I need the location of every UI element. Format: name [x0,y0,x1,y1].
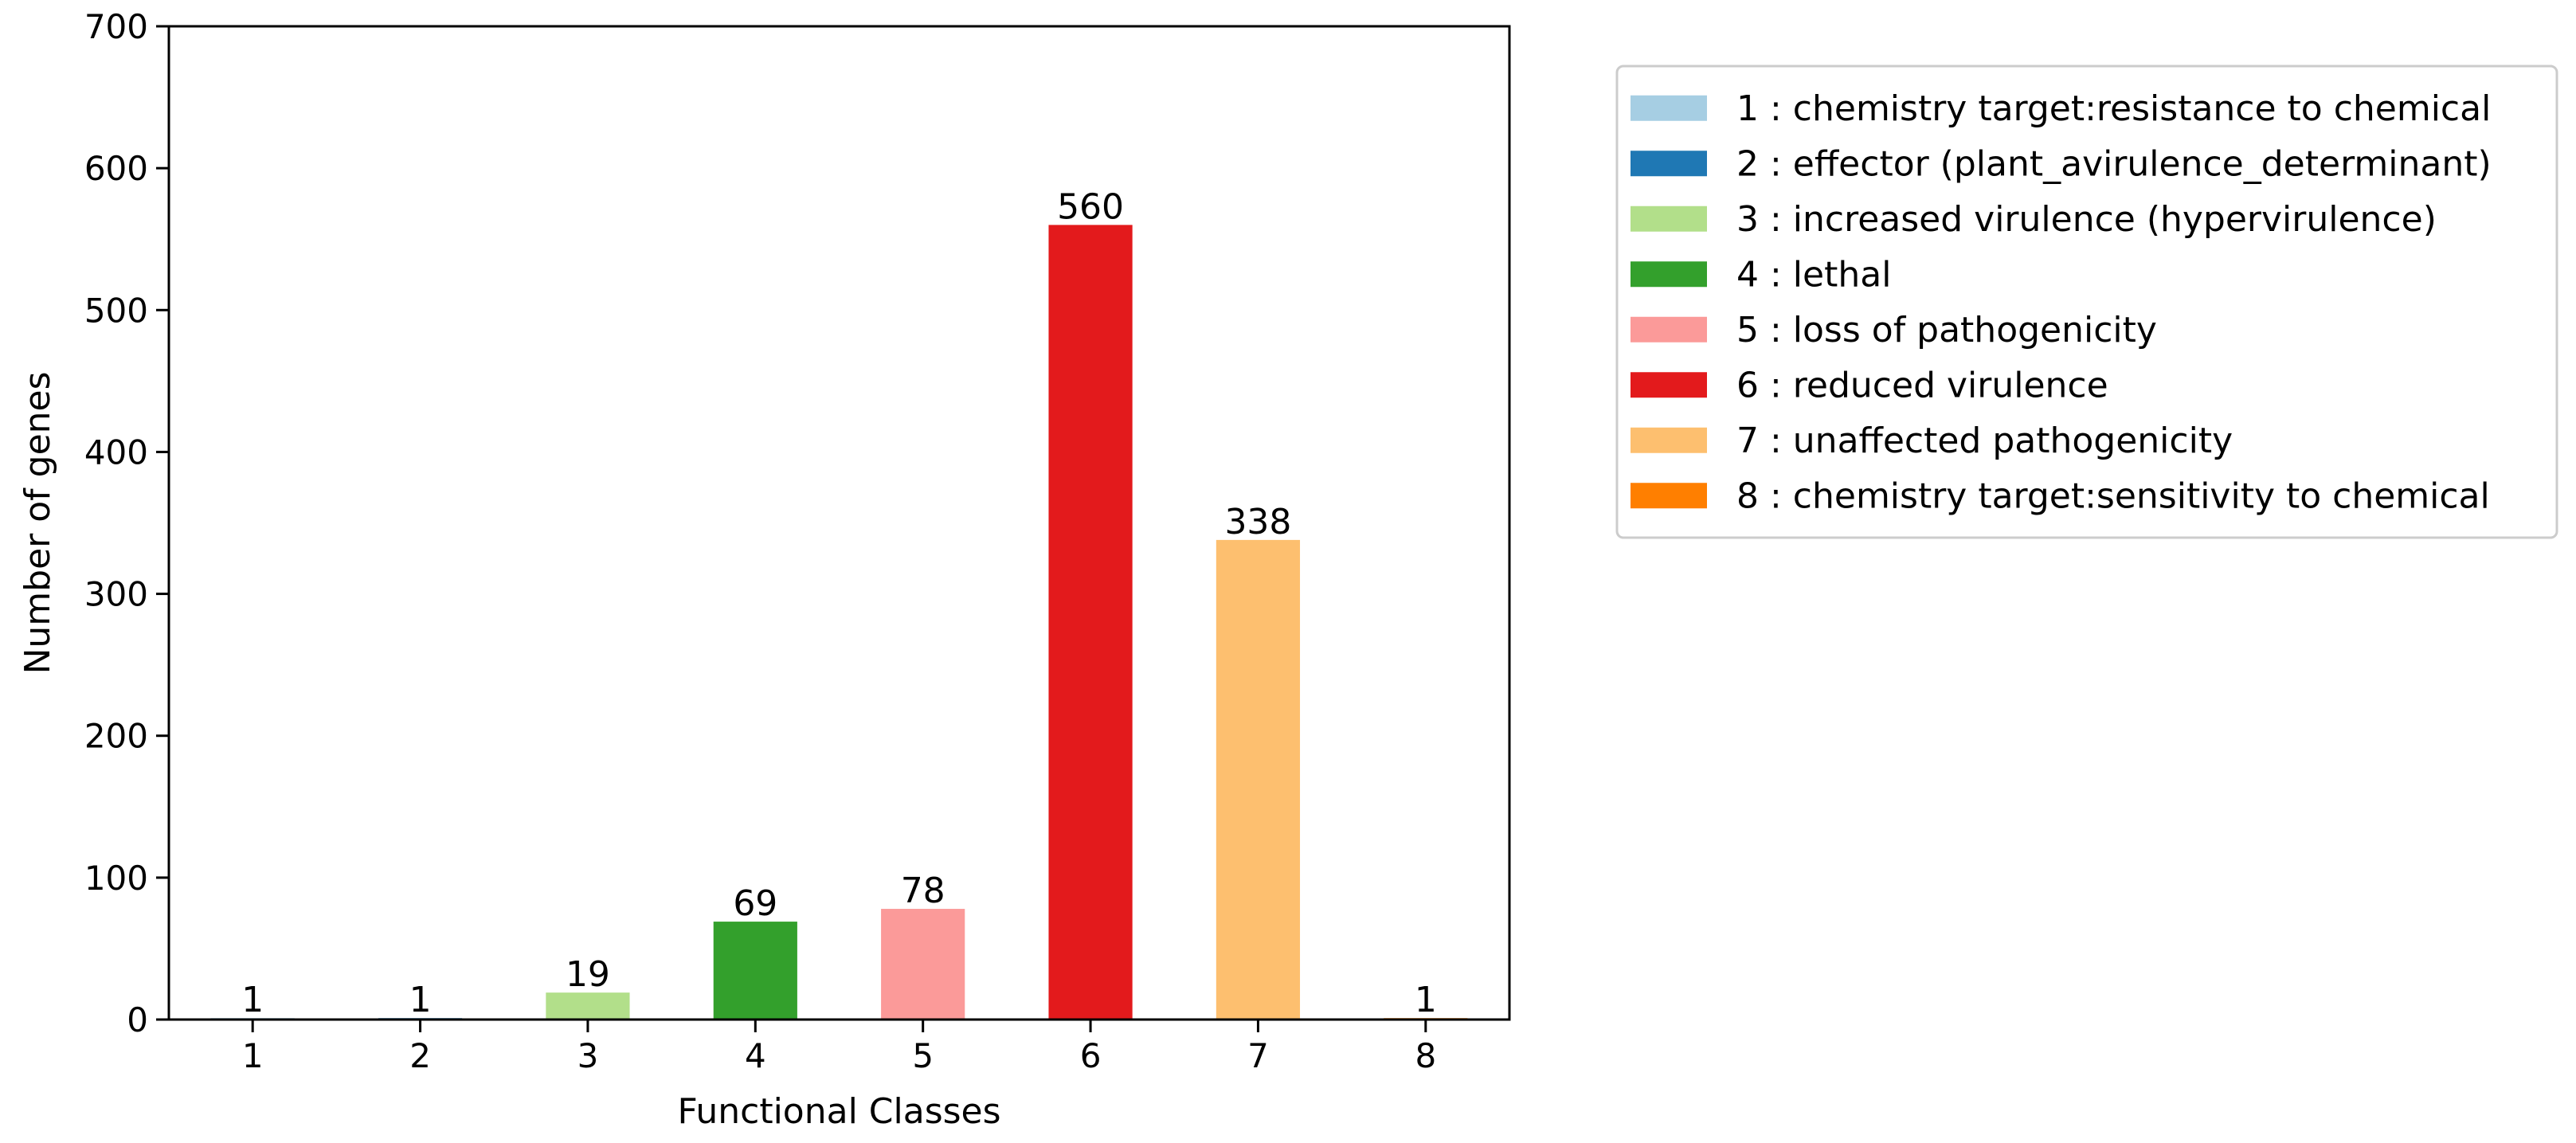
legend-swatch [1631,372,1707,398]
bar-value-label: 338 [1224,502,1291,542]
y-tick-label: 200 [84,717,148,756]
y-axis-title: Number of genes [18,371,58,674]
y-axis: 0 100 200 300 400 500 600 700 [84,7,169,1039]
bar-3 [546,992,630,1020]
x-tick-label: 3 [577,1036,599,1075]
bar-value-label: 78 [901,871,945,911]
legend-label: 4 : lethal [1736,254,1891,295]
bar-value-label: 1 [409,980,432,1020]
y-tick-label: 100 [84,859,148,898]
y-tick-label: 600 [84,149,148,188]
legend-label: 6 : reduced virulence [1736,365,2108,405]
legend-label: 2 : effector (plant_avirulence_determina… [1736,143,2492,184]
x-axis: 1 2 3 4 5 6 7 8 [242,1020,1436,1075]
y-tick-label: 300 [84,575,148,614]
x-tick-label: 5 [912,1036,934,1075]
legend-frame [1615,65,2558,539]
x-tick-label: 6 [1080,1036,1102,1075]
bar-value-label: 69 [733,883,777,924]
legend-items: 1 : chemistry target:resistance to chemi… [1631,88,2492,516]
y-tick-label: 0 [127,1000,148,1039]
bar-value-label: 1 [1415,980,1437,1020]
legend-label: 7 : unaffected pathogenicity [1736,421,2233,461]
bar-value-label: 1 [241,980,264,1020]
legend-swatch [1631,427,1707,453]
x-tick-label: 4 [745,1036,766,1075]
x-tick-label: 8 [1415,1036,1436,1075]
y-tick-label: 500 [84,291,148,330]
plot-frame [167,25,1511,1021]
legend: 1 : chemistry target:resistance to chemi… [1615,65,2558,539]
bar-4 [713,922,797,1020]
x-tick-label: 1 [242,1036,264,1075]
bar-5 [881,909,965,1020]
legend-swatch [1631,316,1707,343]
bar-7 [1216,539,1301,1020]
legend-label: 3 : increased virulence (hypervirulence) [1736,199,2437,240]
legend-swatch [1631,483,1707,509]
x-axis-title: Functional Classes [677,1091,1000,1132]
legend-swatch [1631,261,1707,288]
legend-label: 8 : chemistry target:sensitivity to chem… [1736,476,2490,516]
bar-value-label: 19 [566,954,610,995]
y-tick-label: 400 [84,433,148,472]
x-tick-label: 7 [1247,1036,1269,1075]
x-tick-label: 2 [409,1036,431,1075]
bar-labels-group: 1 1 19 69 78 560 338 1 [241,186,1437,1020]
bar-6 [1048,225,1133,1020]
bar-value-label: 560 [1057,186,1124,227]
legend-swatch [1631,95,1707,121]
legend-label: 1 : chemistry target:resistance to chemi… [1736,88,2491,129]
legend-swatch [1631,206,1707,232]
legend-swatch [1631,151,1707,177]
legend-label: 5 : loss of pathogenicity [1736,310,2157,350]
y-tick-label: 700 [84,7,148,46]
bars-group [210,225,1468,1020]
